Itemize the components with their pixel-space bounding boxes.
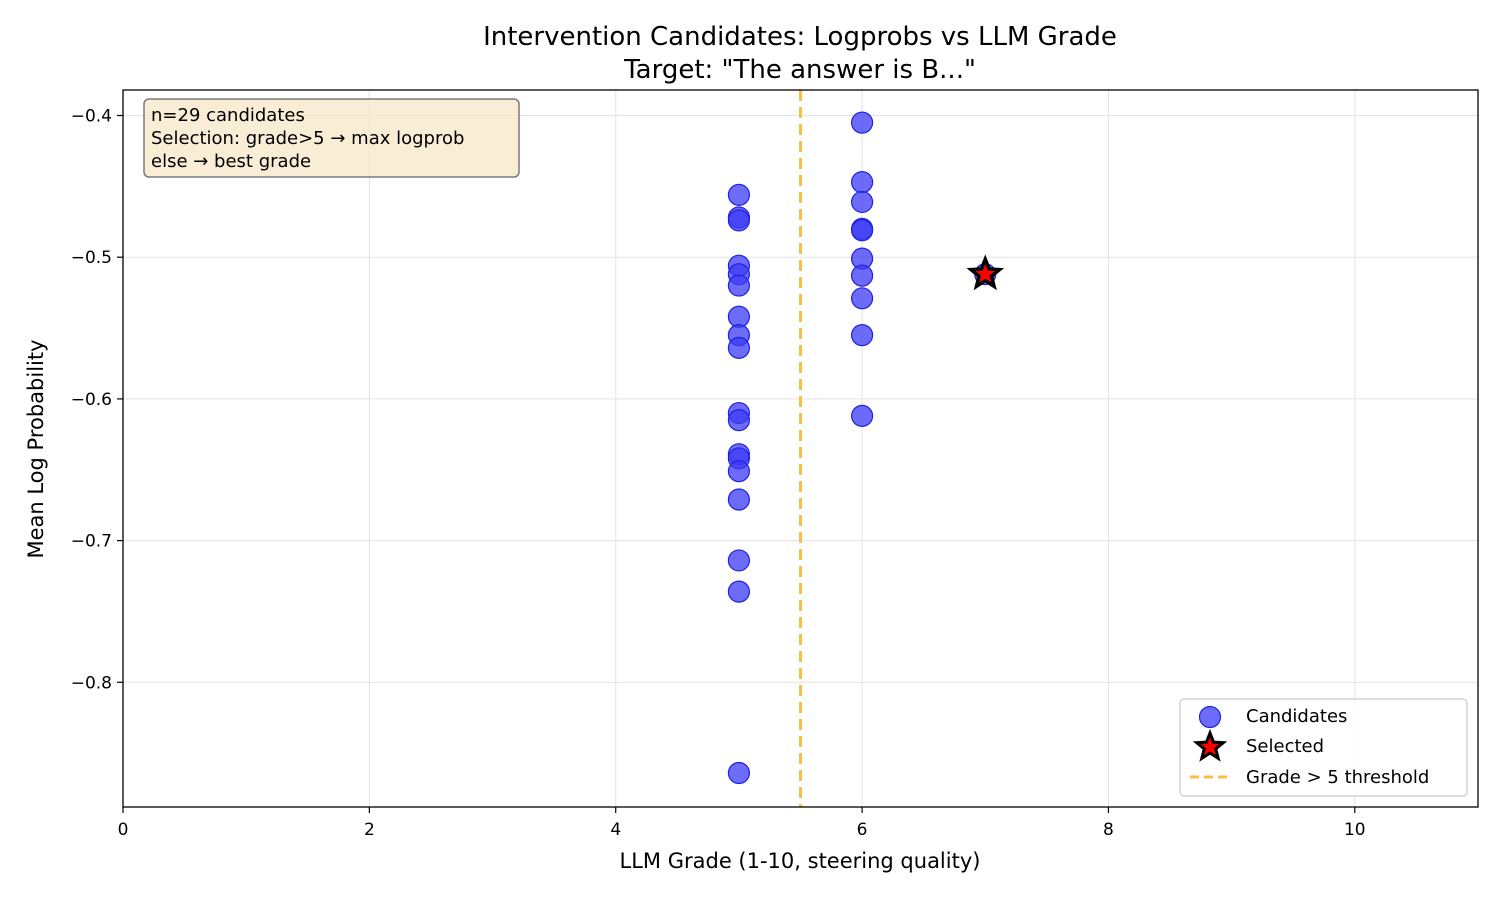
annotation-line-2: Selection: grade>5 → max logprob — [151, 128, 464, 149]
candidate-point — [727, 183, 751, 206]
candidate-point — [727, 580, 751, 603]
candidate-point — [850, 404, 874, 428]
candidate-point — [727, 209, 751, 232]
ticks: 0 2 4 6 8 10 −0.4 −0.5 −0.6 −0.7 −0.8 — [71, 107, 1366, 840]
y-tick-label: −0.5 — [71, 248, 112, 268]
x-tick-label: 6 — [857, 820, 868, 840]
candidate-point — [850, 171, 874, 194]
annotation-box: n=29 candidates Selection: grade>5 → max… — [143, 98, 520, 178]
y-tick-label: −0.7 — [71, 532, 112, 552]
plot-frame — [122, 89, 1479, 808]
legend-candidates-label: Candidates — [1246, 706, 1347, 727]
candidate-point — [727, 761, 751, 785]
candidate-point — [850, 264, 874, 287]
x-tick-label: 10 — [1344, 820, 1366, 840]
candidate-point — [727, 274, 751, 297]
legend-selected-marker — [1192, 728, 1228, 762]
chart-title: Intervention Candidates: Logprobs vs LLM… — [483, 22, 1117, 52]
candidate-point — [850, 111, 874, 134]
y-axis-title: Mean Log Probability — [24, 339, 48, 558]
x-tick-label: 8 — [1103, 820, 1114, 840]
points-layer — [727, 111, 1005, 785]
legend: Candidates Selected Grade > 5 threshold — [1179, 698, 1468, 797]
selected-point — [966, 254, 1005, 291]
annotation-box-bg — [143, 98, 520, 178]
x-tick-label: 4 — [610, 820, 621, 840]
candidate-point — [727, 488, 751, 511]
y-tick-label: −0.6 — [71, 390, 112, 410]
legend-selected-label: Selected — [1246, 736, 1324, 757]
y-tick-label: −0.8 — [71, 673, 112, 693]
legend-candidates-marker — [1198, 705, 1222, 729]
candidate-point — [850, 219, 874, 242]
x-axis-title: LLM Grade (1-10, steering quality) — [620, 849, 981, 873]
candidate-point — [727, 336, 751, 359]
candidate-point — [850, 324, 874, 347]
chart-subtitle: Target: "The answer is B..." — [623, 55, 976, 85]
candidate-point — [727, 460, 751, 483]
legend-frame — [1179, 698, 1468, 797]
candidate-point — [850, 190, 874, 214]
x-tick-label: 0 — [118, 820, 129, 840]
candidate-point — [727, 409, 751, 432]
y-tick-label: −0.4 — [71, 107, 112, 127]
annotation-line-3: else → best grade — [151, 151, 311, 172]
legend-threshold-label: Grade > 5 threshold — [1246, 767, 1429, 788]
candidate-point — [850, 287, 874, 310]
candidate-point — [727, 549, 751, 572]
x-tick-label: 2 — [364, 820, 375, 840]
annotation-line-1: n=29 candidates — [151, 105, 305, 126]
